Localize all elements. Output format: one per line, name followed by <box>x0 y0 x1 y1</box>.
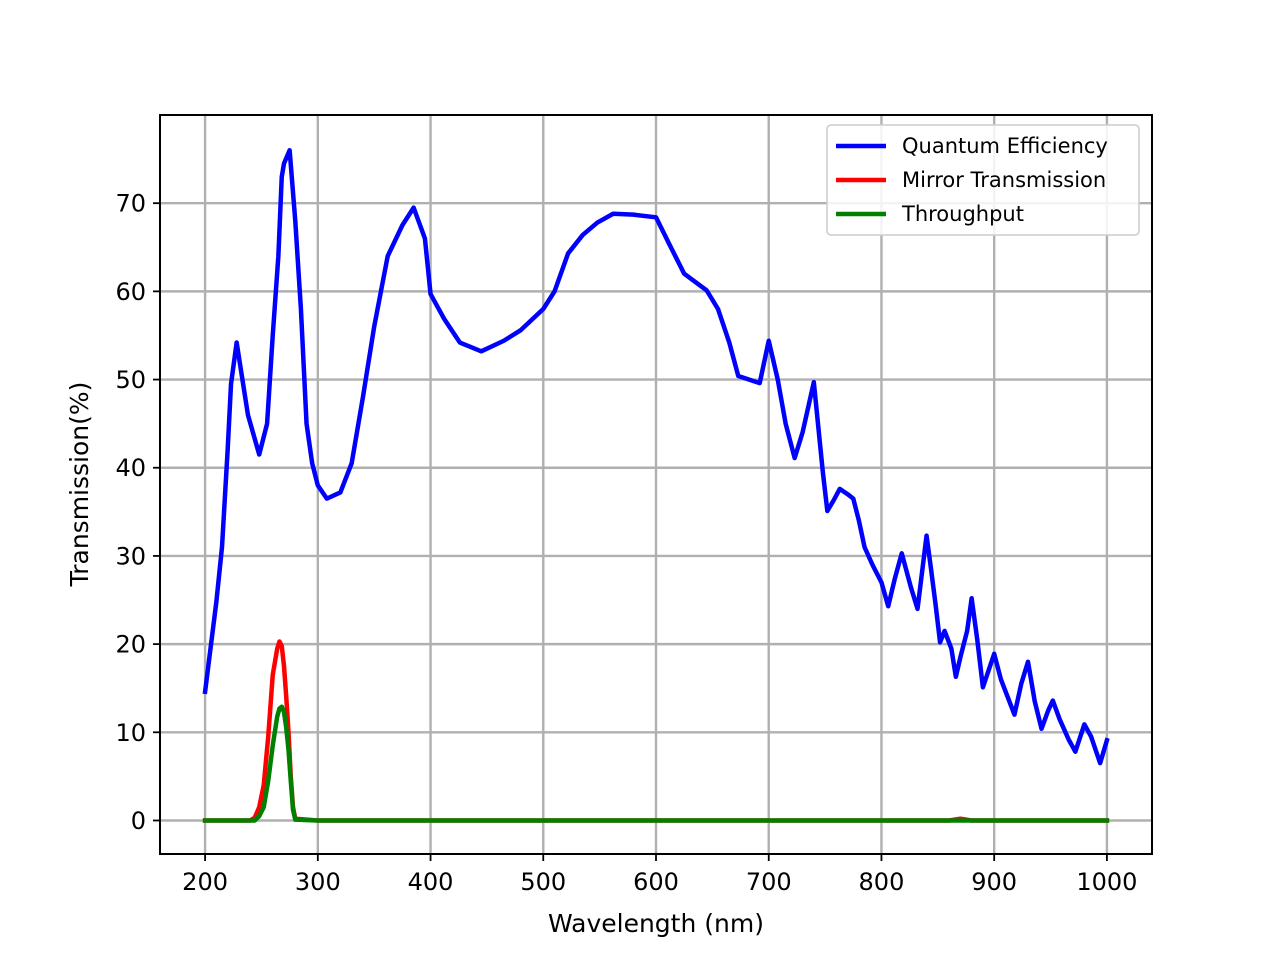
y-tick-label-70: 70 <box>115 190 146 218</box>
legend-label-throughput: Throughput <box>901 202 1024 226</box>
series-line-throughput <box>202 704 1110 823</box>
series-line-quantum-efficiency <box>202 148 1110 766</box>
y-axis-label: Transmission(%) <box>65 382 94 588</box>
x-axis-label: Wavelength (nm) <box>548 909 764 938</box>
y-tick-label-50: 50 <box>115 366 146 394</box>
legend-box <box>826 124 1140 236</box>
x-tick-label-400: 400 <box>408 868 454 896</box>
y-tick-label-20: 20 <box>115 631 146 659</box>
legend-label-quantum-efficiency: Quantum Efficiency <box>902 134 1108 158</box>
y-tick-label-10: 10 <box>115 719 146 747</box>
y-tick-label-30: 30 <box>115 542 146 570</box>
legend-label-mirror-transmission: Mirror Transmission <box>902 168 1106 192</box>
ticks: 200 300 400 500 600 700 800 900 1000 0 10 20 30 40 50 6… <box>115 190 1137 896</box>
x-tick-label-500: 500 <box>520 868 566 896</box>
x-tick-label-700: 700 <box>746 868 792 896</box>
x-tick-label-600: 600 <box>633 868 679 896</box>
legend: Quantum Efficiency Mirror Transmission T… <box>826 124 1140 236</box>
series-layer <box>202 148 1110 823</box>
x-tick-label-900: 900 <box>971 868 1017 896</box>
x-tick-label-1000: 1000 <box>1076 868 1137 896</box>
x-tick-label-300: 300 <box>295 868 341 896</box>
y-tick-label-40: 40 <box>115 454 146 482</box>
y-tick-label-60: 60 <box>115 278 146 306</box>
x-tick-label-800: 800 <box>859 868 905 896</box>
y-tick-label-0: 0 <box>131 807 146 835</box>
x-tick-label-200: 200 <box>182 868 228 896</box>
